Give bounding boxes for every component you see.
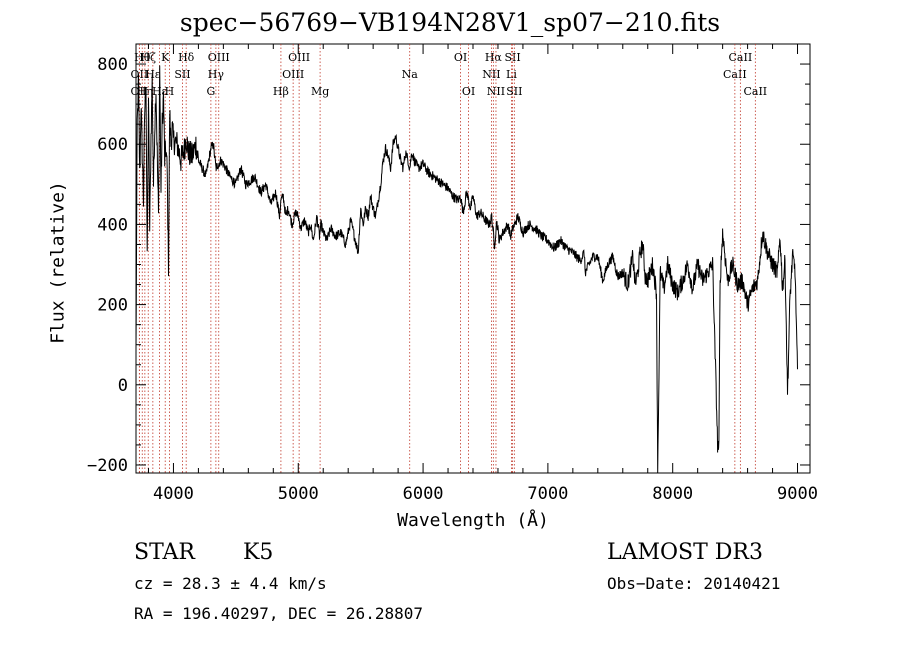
line-marker-label: Hζ xyxy=(140,51,156,64)
line-marker-label: Hε xyxy=(145,68,161,81)
y-tick-label: 0 xyxy=(118,376,128,396)
y-tick-label: −200 xyxy=(87,456,128,476)
line-marker-label: SII xyxy=(506,85,522,98)
line-markers-group: OIIOIIHθHηHζHεHεKHSIIHδGHγOIIIHβOIIIOIII… xyxy=(131,44,767,473)
line-marker-label: CaII xyxy=(729,51,753,64)
x-tick-label: 4000 xyxy=(153,484,194,504)
y-axis-label: Flux (relative) xyxy=(47,181,69,344)
line-marker-label: G xyxy=(206,85,215,98)
redshift-cz: cz = 28.3 ± 4.4 km/s xyxy=(134,574,327,593)
line-marker-label: OIII xyxy=(282,68,304,81)
line-marker-label: OI xyxy=(462,85,475,98)
line-marker-label: Li xyxy=(506,68,517,81)
y-tick-label: 200 xyxy=(97,296,128,316)
line-marker-label: Mg xyxy=(311,85,329,98)
y-tick-label: 800 xyxy=(97,55,128,75)
observation-date: Obs−Date: 20140421 xyxy=(607,574,781,593)
line-marker-label: H xyxy=(165,85,175,98)
y-tick-label: 400 xyxy=(97,215,128,235)
y-tick-label: 600 xyxy=(97,135,128,155)
x-tick-label: 5000 xyxy=(278,484,319,504)
x-tick-label: 8000 xyxy=(652,484,693,504)
x-tick-label: 6000 xyxy=(403,484,444,504)
line-marker-label: NII xyxy=(487,85,505,98)
line-marker-label: Hθ xyxy=(134,51,151,64)
line-marker-label: SII xyxy=(504,51,520,64)
line-marker-label: OI xyxy=(454,51,467,64)
line-marker-label: K xyxy=(161,51,170,64)
line-marker-label: CaII xyxy=(723,68,747,81)
x-axis-label: Wavelength (Å) xyxy=(397,510,549,531)
line-marker-label: OIII xyxy=(288,51,310,64)
line-marker-label: SII xyxy=(174,68,190,81)
line-marker-label: Hδ xyxy=(178,51,195,64)
line-marker-label: Hα xyxy=(485,51,503,64)
line-marker-label: Hβ xyxy=(273,85,289,98)
sky-coordinates: RA = 196.40297, DEC = 26.28807 xyxy=(134,604,423,623)
spectrum-series-line xyxy=(135,65,798,474)
line-marker-label: OII xyxy=(131,85,149,98)
object-class: STAR xyxy=(134,540,195,565)
line-marker-label: OIII xyxy=(208,51,230,64)
line-marker-label: Na xyxy=(402,68,419,81)
line-marker-label: NII xyxy=(482,68,500,81)
plot-frame xyxy=(135,43,811,474)
line-marker-label: OII xyxy=(131,68,149,81)
x-tick-label: 7000 xyxy=(527,484,568,504)
line-marker-label: Hγ xyxy=(208,68,225,81)
x-tick-label: 9000 xyxy=(777,484,818,504)
axis-ticks-group xyxy=(136,44,810,473)
line-marker-label: CaII xyxy=(743,85,767,98)
object-subclass: K5 xyxy=(243,540,274,565)
survey-name: LAMOST DR3 xyxy=(607,540,763,565)
chart-labels-group: 4000 5000 6000 7000 8000 9000 −200 0 200 400 600 80… xyxy=(87,55,818,504)
chart-title: spec−56769−VB194N28V1_sp07−210.fits xyxy=(179,8,721,37)
